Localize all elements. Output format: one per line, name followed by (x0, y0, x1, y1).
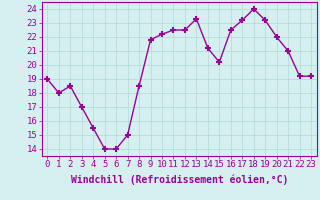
X-axis label: Windchill (Refroidissement éolien,°C): Windchill (Refroidissement éolien,°C) (70, 175, 288, 185)
